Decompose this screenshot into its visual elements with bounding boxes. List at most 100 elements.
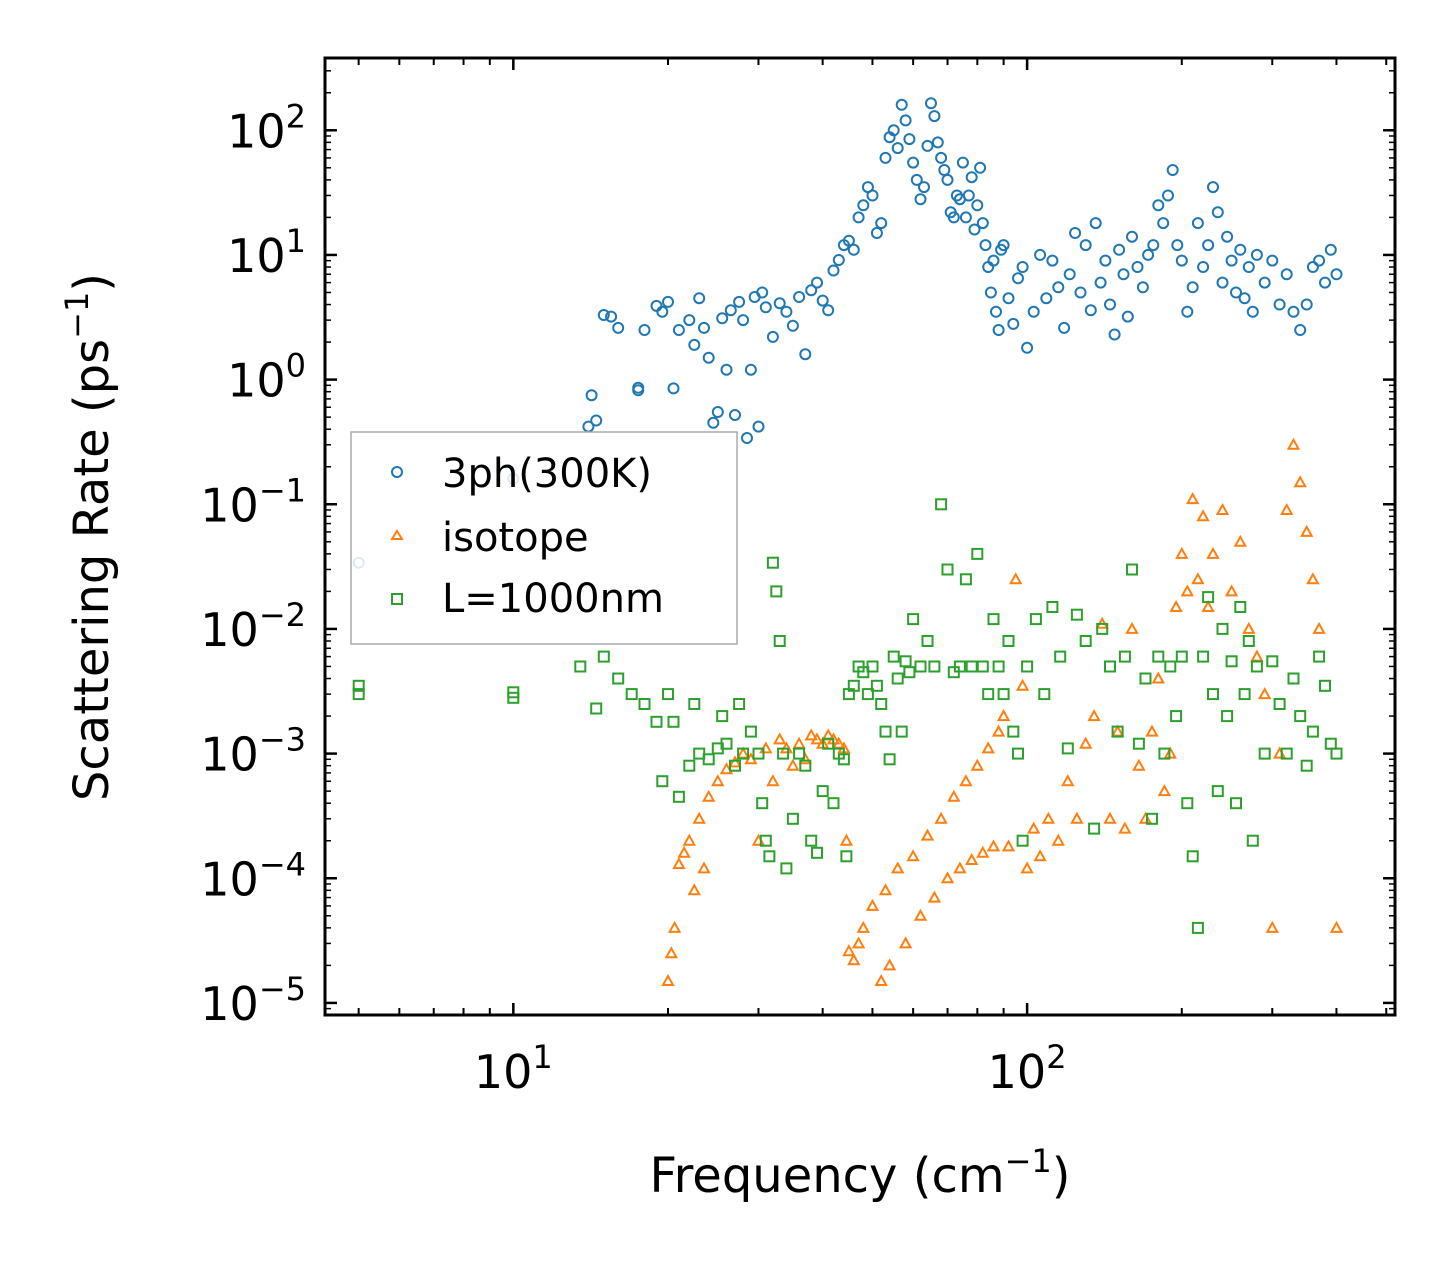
data-point-triangle-98 (1286, 437, 1301, 450)
data-point-square-52 (866, 660, 879, 673)
data-point-square-14 (667, 715, 680, 728)
data-point-circle-16 (672, 324, 685, 336)
data-point-triangle-13 (728, 755, 742, 768)
data-point-square-22 (720, 737, 733, 750)
data-point-square-8 (612, 672, 625, 685)
data-point-circle-85 (974, 161, 987, 174)
data-point-square-111 (1216, 622, 1229, 635)
data-point-square-17 (688, 698, 701, 710)
data-point-circle-64 (907, 156, 920, 169)
data-point-triangle-60 (1015, 678, 1030, 691)
data-point-circle-117 (1117, 268, 1130, 281)
data-point-square-6 (590, 702, 603, 715)
data-point-circle-30 (741, 432, 753, 444)
data-point-square-21 (716, 710, 729, 723)
data-point-circle-101 (1034, 248, 1047, 261)
data-point-square-119 (1250, 660, 1263, 673)
data-point-triangle-75 (1132, 758, 1146, 771)
data-point-square-56 (883, 753, 896, 766)
data-point-circle-96 (1007, 317, 1020, 330)
data-point-triangle-97 (1280, 502, 1294, 515)
data-point-circle-129 (1175, 254, 1188, 267)
data-point-square-99 (1152, 650, 1165, 663)
data-point-square-39 (805, 834, 818, 847)
data-point-square-124 (1287, 672, 1300, 685)
data-point-triangle-4 (672, 857, 686, 870)
data-point-triangle-71 (1103, 811, 1117, 824)
data-point-square-85 (1046, 601, 1059, 613)
data-point-circle-122 (1142, 248, 1155, 261)
data-point-square-54 (875, 698, 888, 710)
data-point-square-58 (891, 672, 904, 685)
data-point-triangle-78 (1151, 671, 1165, 684)
data-point-circle-4 (590, 414, 603, 427)
data-point-triangle-92 (1242, 621, 1256, 634)
data-point-circle-14 (662, 295, 674, 308)
data-point-triangle-94 (1258, 687, 1272, 700)
data-point-square-43 (827, 797, 840, 810)
data-point-square-69 (953, 660, 966, 673)
data-point-square-125 (1294, 710, 1307, 723)
data-point-square-77 (997, 688, 1010, 701)
data-point-circle-55 (870, 227, 883, 239)
data-point-triangle-100 (1300, 524, 1314, 537)
data-point-circle-107 (1069, 227, 1082, 239)
data-point-triangle-21 (786, 758, 800, 771)
data-point-circle-13 (656, 305, 669, 318)
data-point-triangle-9 (697, 861, 711, 874)
data-point-square-7 (597, 650, 610, 663)
data-point-triangle-86 (1196, 509, 1210, 522)
data-point-circle-131 (1186, 281, 1199, 294)
data-point-square-40 (811, 846, 823, 859)
data-point-triangle-50 (959, 774, 973, 787)
data-point-triangle-55 (986, 839, 1001, 852)
data-point-circle-24 (716, 312, 729, 325)
data-point-triangle-47 (940, 871, 955, 884)
data-point-triangle-79 (1157, 784, 1172, 797)
data-point-circle-143 (1242, 261, 1255, 273)
data-point-square-28 (756, 797, 769, 810)
data-point-triangle-74 (1125, 621, 1139, 634)
data-point-circle-99 (1021, 341, 1034, 354)
data-point-triangle-11 (711, 774, 725, 787)
data-point-circle-49 (842, 234, 855, 247)
data-point-circle-128 (1171, 239, 1184, 252)
data-point-circle-106 (1063, 268, 1076, 281)
data-point-circle-134 (1202, 239, 1215, 252)
data-point-square-13 (662, 688, 674, 701)
data-point-square-9 (625, 688, 638, 701)
data-point-square-30 (763, 850, 776, 863)
data-point-circle-152 (1300, 298, 1313, 311)
data-point-square-109 (1207, 688, 1219, 701)
data-point-square-100 (1158, 747, 1171, 760)
legend-marker-3ph (391, 466, 403, 478)
legend-label-3ph: 3ph(300K) (442, 451, 652, 497)
data-point-square-121 (1266, 655, 1279, 668)
data-point-square-75 (987, 613, 1000, 626)
data-point-triangle-10 (702, 789, 716, 802)
data-point-circle-37 (773, 297, 786, 310)
legend-marker-isotope (390, 529, 404, 540)
data-point-circle-61 (895, 98, 908, 111)
data-point-circle-130 (1181, 305, 1194, 318)
data-point-circle-92 (992, 324, 1005, 336)
data-point-triangle-56 (991, 724, 1006, 737)
data-point-circle-132 (1191, 217, 1204, 230)
data-point-square-112 (1221, 710, 1234, 723)
data-point-square-25 (737, 747, 750, 760)
data-point-circle-141 (1234, 243, 1247, 256)
data-point-circle-34 (756, 286, 769, 299)
data-point-circle-121 (1136, 281, 1149, 294)
legend: 3ph(300K) isotope L=1000nm (350, 431, 738, 645)
data-point-circle-56 (875, 217, 888, 230)
data-point-square-107 (1197, 650, 1210, 663)
data-point-square-5 (574, 660, 587, 673)
data-point-triangle-1 (661, 973, 675, 986)
data-point-square-46 (840, 850, 853, 863)
data-point-circle-144 (1246, 305, 1259, 318)
data-point-square-61 (903, 666, 916, 679)
data-point-square-2 (352, 688, 365, 701)
data-point-circle-36 (766, 330, 779, 343)
data-point-circle-89 (984, 286, 997, 299)
